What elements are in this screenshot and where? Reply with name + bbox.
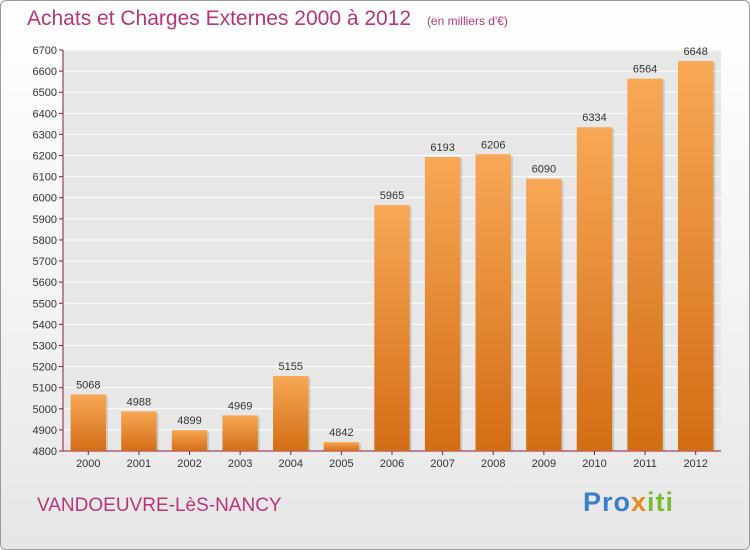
y-tick-label: 5100 [33, 383, 57, 395]
bar [121, 411, 157, 451]
bar [222, 415, 258, 451]
bar [475, 154, 511, 451]
y-tick-label: 4800 [33, 446, 57, 458]
logo-part-2: x [631, 487, 648, 517]
chart-title: Achats et Charges Externes 2000 à 2012 (… [27, 7, 508, 31]
y-tick-label: 6200 [33, 151, 57, 163]
bar-value-label: 6564 [633, 64, 657, 76]
y-tick-label: 6400 [33, 108, 57, 120]
x-tick-label: 2003 [228, 458, 252, 470]
y-tick-label: 5500 [33, 298, 57, 310]
logo-part-3: iti [647, 487, 675, 517]
bar-value-label: 6193 [430, 142, 454, 154]
y-tick-label: 6700 [33, 45, 57, 57]
bar-value-label: 4988 [127, 396, 151, 408]
x-tick-label: 2010 [582, 458, 606, 470]
x-tick-label: 2012 [683, 458, 707, 470]
bar [171, 430, 208, 451]
x-tick-label: 2008 [481, 458, 505, 470]
x-tick-label: 2011 [633, 458, 657, 470]
bar-value-label: 6334 [582, 112, 606, 124]
y-tick-label: 6300 [33, 129, 57, 141]
x-tick-label: 2007 [430, 458, 454, 470]
bar-value-label: 4842 [329, 427, 353, 439]
y-tick-label: 6000 [33, 193, 57, 205]
bar-value-label: 5965 [380, 190, 404, 202]
y-tick-label: 5600 [33, 277, 57, 289]
bar-value-label: 4899 [177, 415, 201, 427]
chart-unit: (en milliers d'€) [426, 14, 508, 28]
y-tick-label: 5800 [33, 235, 57, 247]
x-tick-label: 2001 [127, 458, 151, 470]
bar-value-label: 6206 [481, 139, 505, 151]
x-tick-label: 2000 [76, 458, 100, 470]
town-name: VANDOEUVRE-LèS-NANCY [37, 495, 282, 516]
logo-part-1: Pro [583, 487, 632, 517]
y-tick-label: 6500 [33, 87, 57, 99]
bar [677, 60, 714, 452]
bar [526, 178, 562, 451]
x-tick-label: 2005 [329, 458, 353, 470]
x-tick-label: 2009 [532, 458, 556, 470]
bar [374, 205, 410, 451]
bar-value-label: 4969 [228, 400, 252, 412]
bar-value-label: 5068 [76, 379, 100, 391]
bar [323, 442, 360, 451]
x-tick-label: 2002 [177, 458, 201, 470]
bar-value-label: 5155 [279, 361, 303, 373]
y-tick-label: 5400 [33, 319, 57, 331]
y-tick-label: 6100 [33, 172, 57, 184]
bar [576, 127, 613, 451]
y-tick-label: 6600 [33, 66, 57, 78]
bar [627, 78, 663, 451]
y-tick-label: 5000 [33, 404, 57, 416]
chart-title-text: Achats et Charges Externes 2000 à 2012 [27, 7, 412, 30]
y-tick-label: 5300 [33, 340, 57, 352]
x-tick-label: 2004 [279, 458, 303, 470]
bar [70, 394, 107, 451]
bar-value-label: 6090 [532, 164, 556, 176]
x-tick-label: 2006 [380, 458, 404, 470]
y-tick-label: 5900 [33, 214, 57, 226]
bar [424, 157, 461, 452]
bar [273, 376, 309, 451]
bar-value-label: 6648 [683, 46, 707, 58]
y-tick-label: 4900 [33, 425, 57, 437]
y-tick-label: 5200 [33, 362, 57, 374]
proxiti-logo: Proxiti [583, 487, 674, 518]
y-tick-label: 5700 [33, 256, 57, 268]
